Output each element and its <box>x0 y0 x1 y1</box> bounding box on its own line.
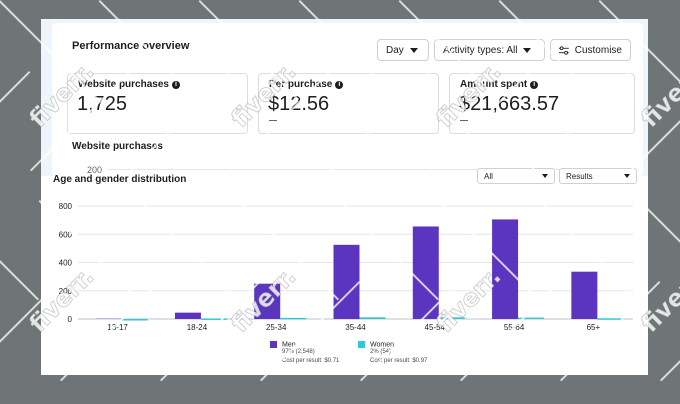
metric-amount-spent[interactable]: Amount spent i $21,663.57 <box>449 73 635 134</box>
metric-value: $21,663.57 <box>459 93 560 115</box>
legend-item-women[interactable]: Women 2% (54) Cost per result: $0.97 <box>358 341 427 366</box>
legend-cost: Cost per result: $0.71 <box>282 358 340 365</box>
info-icon[interactable]: i <box>530 80 539 89</box>
x-tick-label: 65+ <box>587 323 601 332</box>
y-tick-label: 800 <box>59 202 73 211</box>
x-tick-label: 35-44 <box>345 323 366 332</box>
legend-cost: Cost per result: $0.97 <box>370 358 428 365</box>
website-purchases-title: Website purchases <box>72 141 163 152</box>
bar-men <box>333 244 360 319</box>
activity-types-label: Activity types: All <box>443 44 518 56</box>
bar-women <box>597 318 624 320</box>
sliders-icon <box>559 45 569 55</box>
x-tick-label: 25-34 <box>266 323 287 332</box>
watermark-line <box>0 200 39 301</box>
activity-types-dropdown[interactable]: Activity types: All <box>434 39 545 61</box>
x-tick-label: 18-24 <box>187 323 208 332</box>
bar-men <box>254 283 281 319</box>
bar-women <box>280 317 307 320</box>
age-gender-bar-chart: 0 200 400 600 800 13-17 18-24 25-34 35-44 45-54 55… <box>59 202 633 332</box>
metric-website-purchases[interactable]: Website purchases i 1,725 <box>67 73 248 134</box>
chevron-down-icon <box>542 174 548 178</box>
legend-label: Women <box>370 341 394 349</box>
day-dropdown[interactable]: Day <box>377 39 429 61</box>
x-tick-label: 45-54 <box>425 323 446 332</box>
metric-value: $12.56 <box>268 93 330 115</box>
legend-label: Men <box>282 341 296 349</box>
bar-women <box>359 317 386 319</box>
y-tick-label: 0 <box>68 315 73 324</box>
y-tick-label: 400 <box>59 259 73 268</box>
audience-filter-label: All <box>484 171 493 181</box>
trend-dash <box>460 120 468 121</box>
performance-card: Performance overview Day Activity types:… <box>41 19 648 375</box>
chevron-down-icon <box>624 174 630 178</box>
x-tick-label: 13-17 <box>107 323 128 332</box>
legend-detail: 97% (2,548) <box>282 349 315 356</box>
bar-men <box>412 226 439 319</box>
bar-women <box>438 317 465 319</box>
metric-label: Per purchase <box>269 79 333 90</box>
metric-filter-label: Results <box>566 171 593 181</box>
men-swatch <box>270 341 277 348</box>
x-tick-label: 55-64 <box>504 323 525 332</box>
metric-per-purchase[interactable]: Per purchase i $12.56 <box>258 73 439 134</box>
chevron-down-icon <box>409 47 418 53</box>
legend-detail: 2% (54) <box>370 349 392 356</box>
performance-title: Performance overview <box>72 40 190 52</box>
y-tick-label: 600 <box>59 230 73 239</box>
legend-item-men[interactable]: Men 97% (2,548) Cost per result: $0.71 <box>270 341 339 366</box>
customise-label: Customise <box>574 44 622 56</box>
bar-men <box>492 219 519 319</box>
customise-button[interactable]: Customise <box>550 39 631 61</box>
info-icon[interactable]: i <box>171 80 180 89</box>
age-gender-section: Age and gender distribution All Results … <box>41 168 648 375</box>
performance-panel: Performance overview Day Activity types:… <box>52 23 643 176</box>
women-swatch <box>358 341 365 348</box>
bar-men <box>571 271 598 319</box>
watermark-line <box>660 281 680 382</box>
info-icon[interactable]: i <box>335 80 344 89</box>
watermark-line <box>0 71 31 172</box>
y-tick-label: 200 <box>59 287 73 296</box>
day-dropdown-label: Day <box>386 44 404 56</box>
bar-women <box>121 319 148 321</box>
bar-women <box>518 317 545 320</box>
metric-value: 1,725 <box>77 93 128 115</box>
bar-men <box>174 312 201 319</box>
bar-women <box>200 318 227 320</box>
chevron-down-icon <box>523 47 532 53</box>
trend-dash <box>269 120 277 121</box>
age-gender-title: Age and gender distribution <box>53 174 187 185</box>
metric-label: Amount spent <box>460 79 528 90</box>
metric-label: Website purchases <box>78 79 169 90</box>
